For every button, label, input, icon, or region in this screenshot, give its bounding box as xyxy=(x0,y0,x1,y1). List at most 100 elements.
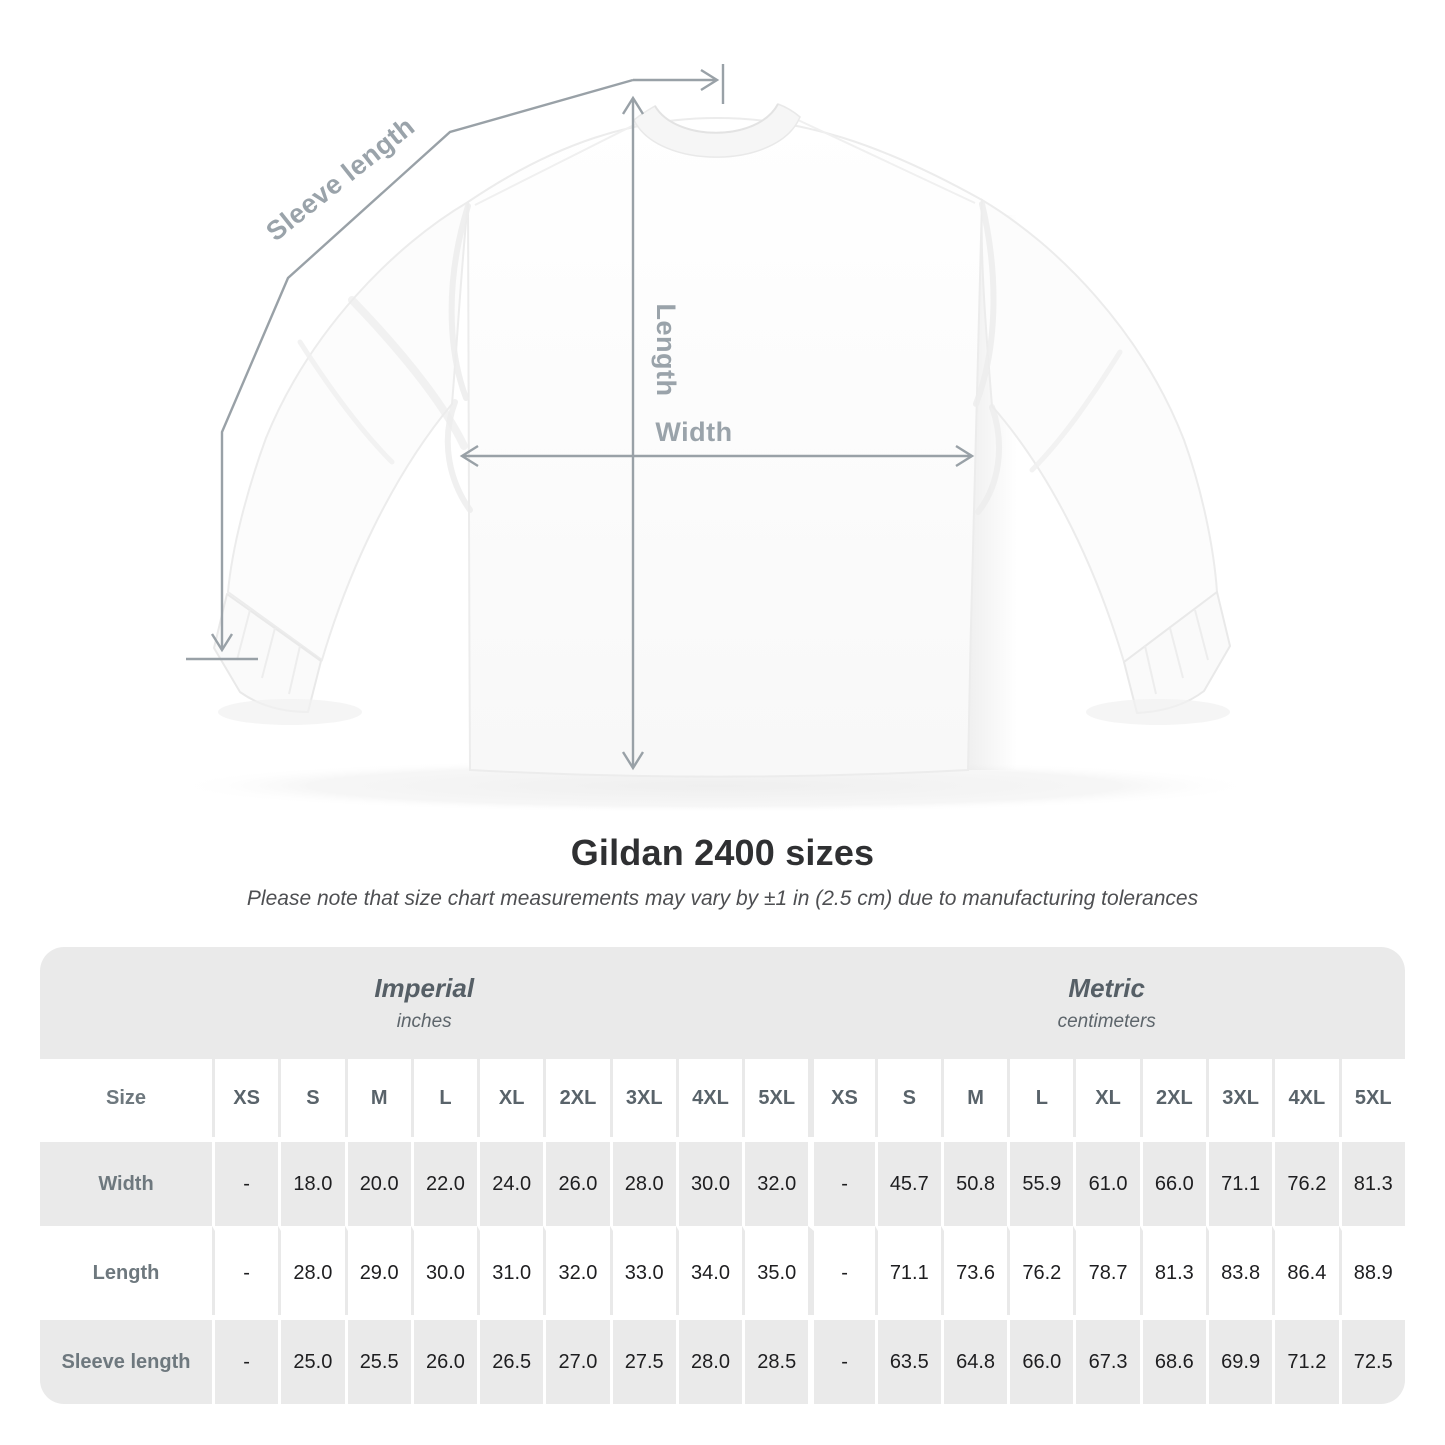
row-label: Width xyxy=(40,1137,212,1226)
page-title: Gildan 2400 sizes xyxy=(570,832,875,873)
size-label: Size xyxy=(40,1059,212,1137)
value-cell: 72.5 xyxy=(1338,1315,1405,1404)
value-cell: 25.0 xyxy=(278,1315,345,1404)
metric-header: Metric centimeters xyxy=(808,947,1405,1059)
size-chart: Imperial inches Metric centimeters Size XS S M L… xyxy=(40,947,1405,1404)
unit-header-row: Imperial inches Metric centimeters xyxy=(40,947,1405,1059)
value-cell: 76.2 xyxy=(1272,1137,1339,1226)
value-cell: 28.0 xyxy=(609,1137,676,1226)
value-cell: 26.5 xyxy=(477,1315,544,1404)
table-row: Length -28.0 29.0 30.0 31.0 32.0 33.0 34.0 35.0-… xyxy=(40,1226,1405,1315)
width-arrow xyxy=(459,444,975,468)
imperial-header: Imperial inches xyxy=(40,947,809,1059)
value-cell: 28.0 xyxy=(675,1315,743,1404)
size-col-header: L xyxy=(1007,1059,1074,1137)
value-cell: 76.2 xyxy=(1007,1226,1074,1315)
value-cell: 67.3 xyxy=(1073,1315,1140,1404)
value-cell: 24.0 xyxy=(477,1137,544,1226)
value-cell: 18.0 xyxy=(278,1137,345,1226)
heading-block: Gildan 2400 sizes Please note that size … xyxy=(0,832,1445,911)
floor-shadow xyxy=(170,759,1260,813)
size-col-header: 5XL xyxy=(742,1059,809,1137)
table-row: Width -18.0 20.0 22.0 24.0 26.0 28.0 30.0 32.0-4… xyxy=(40,1137,1405,1226)
right-cuff-shadow xyxy=(1086,699,1230,725)
fabric-creases xyxy=(297,201,1123,515)
unit-system-name: Imperial xyxy=(374,973,475,1003)
tolerance-note: Please note that size chart measurements… xyxy=(246,887,1199,910)
value-cell: - xyxy=(212,1315,279,1404)
value-cell: - xyxy=(808,1137,875,1226)
value-cell: 34.0 xyxy=(675,1226,743,1315)
value-cell: - xyxy=(212,1137,279,1226)
value-cell: 63.5 xyxy=(874,1315,941,1404)
value-cell: 71.1 xyxy=(1205,1137,1273,1226)
value-cell: 28.5 xyxy=(742,1315,809,1404)
value-cell: 71.1 xyxy=(874,1226,941,1315)
size-col-header: L xyxy=(410,1059,478,1137)
value-cell: 22.0 xyxy=(410,1137,478,1226)
value-cell: 35.0 xyxy=(742,1226,809,1315)
shoulder-seams xyxy=(474,119,976,206)
measurement-overlay xyxy=(186,64,975,771)
value-cell: 32.0 xyxy=(543,1226,610,1315)
size-col-header: XL xyxy=(1073,1059,1140,1137)
size-col-header: S xyxy=(874,1059,941,1137)
value-cell: 88.9 xyxy=(1338,1226,1405,1315)
value-cell: 26.0 xyxy=(543,1137,610,1226)
size-col-header: M xyxy=(940,1059,1008,1137)
unit-system-sub: inches xyxy=(396,1011,452,1032)
size-col-header: 2XL xyxy=(543,1059,610,1137)
size-col-header: XS xyxy=(808,1059,875,1137)
unit-system-sub: centimeters xyxy=(1057,1011,1156,1032)
value-cell: 73.6 xyxy=(940,1226,1008,1315)
size-col-header: 2XL xyxy=(1139,1059,1206,1137)
size-col-header: XL xyxy=(477,1059,544,1137)
shirt-left-sleeve xyxy=(226,200,470,662)
collar-inner-line xyxy=(654,103,779,134)
size-col-header: 3XL xyxy=(609,1059,676,1137)
value-cell: 78.7 xyxy=(1073,1226,1140,1315)
length-label: Length xyxy=(651,304,681,397)
value-cell: 25.5 xyxy=(344,1315,411,1404)
value-cell: - xyxy=(808,1226,875,1315)
row-label: Length xyxy=(40,1226,212,1315)
sleeve-length-arrow xyxy=(186,64,725,661)
value-cell: 27.5 xyxy=(609,1315,676,1404)
value-cell: 68.6 xyxy=(1139,1315,1206,1404)
value-cell: 30.0 xyxy=(410,1226,478,1315)
value-cell: - xyxy=(808,1315,875,1404)
value-cell: 33.0 xyxy=(609,1226,676,1315)
size-col-header: 4XL xyxy=(675,1059,743,1137)
unit-system-name: Metric xyxy=(1068,973,1145,1003)
size-col-header: 5XL xyxy=(1338,1059,1405,1137)
value-cell: 45.7 xyxy=(874,1137,941,1226)
value-cell: 26.0 xyxy=(410,1315,478,1404)
value-cell: 69.9 xyxy=(1205,1315,1273,1404)
size-col-header: XS xyxy=(212,1059,279,1137)
right-cuff-ribs xyxy=(1144,609,1209,695)
left-cuff-shadow xyxy=(218,699,362,725)
value-cell: 32.0 xyxy=(742,1137,809,1226)
width-label: Width xyxy=(655,417,732,447)
value-cell: 66.0 xyxy=(1139,1137,1206,1226)
value-cell: 20.0 xyxy=(344,1137,411,1226)
size-chart-table: Imperial inches Metric centimeters Size XS S M L… xyxy=(40,947,1405,1404)
value-cell: 55.9 xyxy=(1007,1137,1074,1226)
value-cell: 86.4 xyxy=(1272,1226,1339,1315)
size-col-header: S xyxy=(278,1059,345,1137)
value-cell: 50.8 xyxy=(940,1137,1008,1226)
size-col-header: M xyxy=(344,1059,411,1137)
value-cell: 64.8 xyxy=(940,1315,1008,1404)
shirt-collar xyxy=(633,103,801,158)
value-cell: 66.0 xyxy=(1007,1315,1074,1404)
value-cell: 81.3 xyxy=(1139,1226,1206,1315)
value-cell: 71.2 xyxy=(1272,1315,1339,1404)
size-col-header: 4XL xyxy=(1272,1059,1339,1137)
value-cell: 30.0 xyxy=(675,1137,743,1226)
value-cell: 31.0 xyxy=(477,1226,544,1315)
value-cell: 29.0 xyxy=(344,1226,411,1315)
shirt-body xyxy=(466,116,984,778)
value-cell: 61.0 xyxy=(1073,1137,1140,1226)
value-cell: 28.0 xyxy=(278,1226,345,1315)
